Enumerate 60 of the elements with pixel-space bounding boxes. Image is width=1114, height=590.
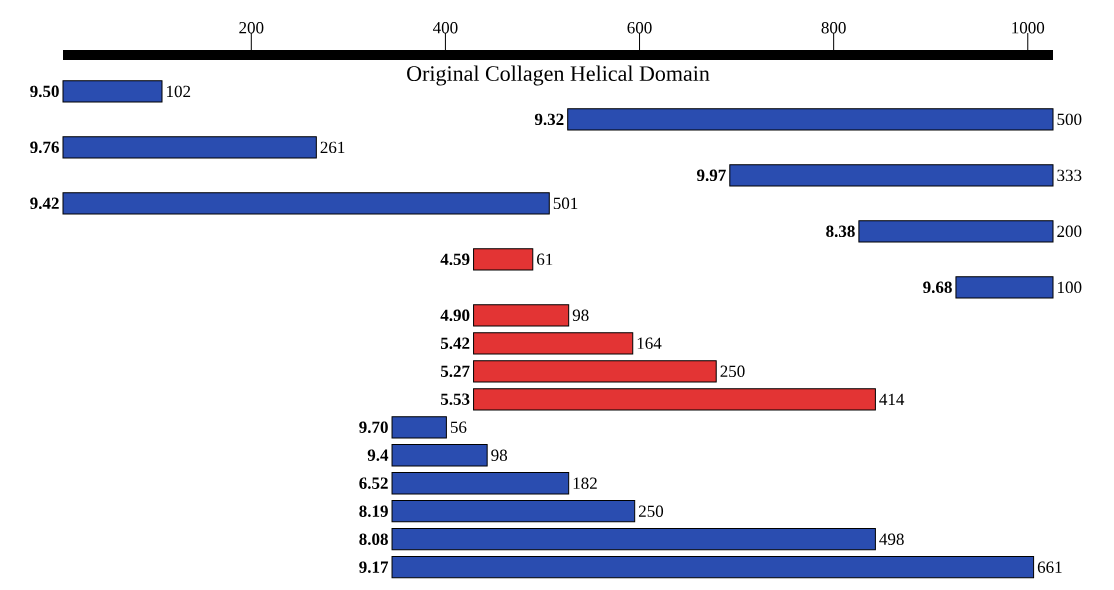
- y-tick-label: 9.70: [359, 421, 388, 434]
- data-label: 498: [879, 533, 904, 545]
- bar: [473, 248, 534, 271]
- y-tick-label: 9.42: [30, 197, 59, 210]
- bar: [955, 276, 1054, 299]
- bar: [62, 80, 163, 103]
- data-label: 98: [491, 449, 508, 461]
- bar: [473, 360, 717, 383]
- data-label: 500: [1057, 113, 1082, 126]
- data-label: 261: [320, 141, 345, 154]
- y-tick-label: 4.90: [440, 309, 470, 322]
- y-tick-label: 9.32: [534, 113, 564, 126]
- bar: [473, 304, 570, 327]
- data-label: 661: [1037, 561, 1062, 573]
- bar: [473, 332, 634, 355]
- y-tick-label: 9.97: [696, 169, 726, 182]
- y-tick-label: 8.08: [359, 533, 388, 545]
- data-label: 250: [638, 505, 664, 517]
- data-label: 250: [720, 365, 745, 378]
- bar: [567, 108, 1054, 131]
- data-label: 61: [537, 253, 553, 266]
- bar: [62, 136, 317, 159]
- bar: [62, 192, 550, 215]
- data-label: 182: [573, 477, 597, 489]
- bar: [391, 528, 876, 551]
- x-tick-label: 1000: [1012, 22, 1045, 34]
- bar: [391, 472, 570, 495]
- chart-title: Original Collagen Helical Domain: [407, 65, 710, 86]
- y-tick-label: 5.27: [440, 365, 470, 378]
- bar: [391, 556, 1035, 579]
- x-tick-label: 800: [821, 22, 846, 34]
- y-tick-label: 6.52: [359, 477, 388, 489]
- x-tick-label: 400: [433, 22, 458, 34]
- data-label: 98: [572, 309, 589, 322]
- y-tick-label: 4.59: [440, 253, 470, 266]
- data-label: 164: [637, 337, 662, 350]
- y-tick-label: 5.53: [440, 393, 470, 406]
- data-label: 414: [879, 393, 905, 405]
- data-label: 102: [167, 85, 191, 98]
- bar: [391, 444, 488, 467]
- bar: [729, 164, 1054, 187]
- y-tick-label: 9.76: [30, 141, 59, 154]
- bar: [473, 388, 876, 411]
- data-label: 200: [1057, 225, 1082, 238]
- bar: [858, 220, 1054, 243]
- y-tick-label: 8.38: [826, 225, 855, 238]
- data-label: 56: [450, 421, 467, 433]
- y-tick-label: 8.19: [359, 505, 388, 517]
- bar: [391, 416, 447, 439]
- y-tick-label: 9.4: [367, 449, 389, 461]
- data-label: 501: [553, 197, 578, 210]
- x-tick-label: 200: [239, 22, 264, 34]
- data-label: 333: [1057, 169, 1082, 182]
- x-tick-label: 600: [627, 22, 652, 34]
- data-label: 100: [1058, 281, 1082, 294]
- y-tick-label: 9.68: [923, 281, 952, 294]
- y-tick-label: 5.42: [440, 337, 470, 350]
- y-tick-label: 9.17: [359, 561, 389, 573]
- y-tick-label: 9.50: [30, 85, 59, 98]
- bar: [391, 500, 636, 523]
